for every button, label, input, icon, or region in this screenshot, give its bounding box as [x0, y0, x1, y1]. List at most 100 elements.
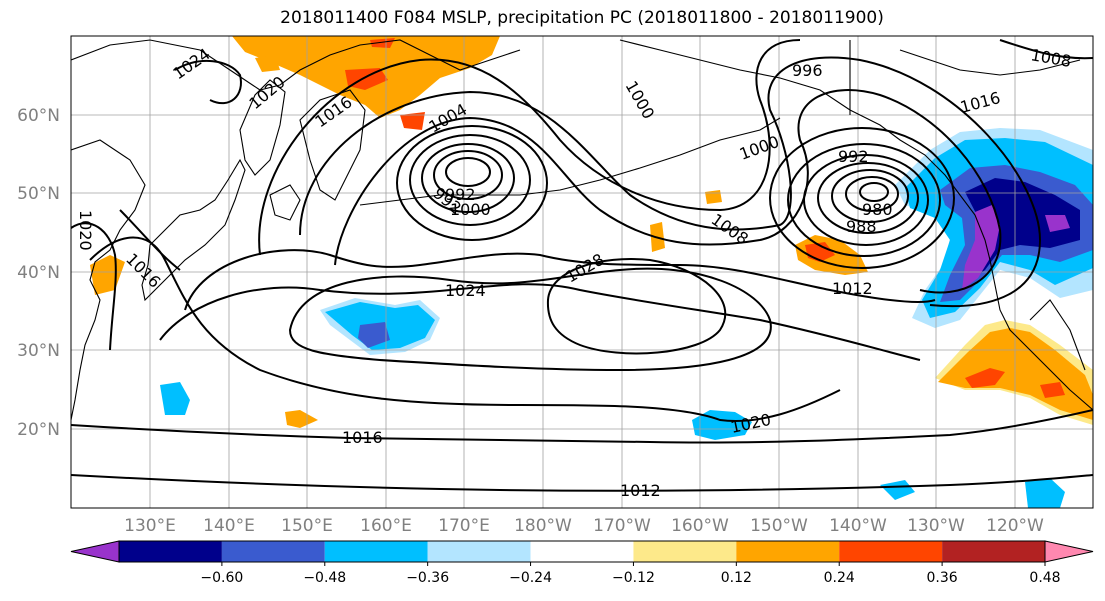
lon-label-170w: 170°W	[593, 516, 651, 536]
coastline-asia	[71, 139, 146, 421]
isobar-low-west-3	[421, 143, 515, 213]
isobar-1016-inner	[159, 283, 921, 361]
isobar-1012-south	[71, 474, 1093, 492]
precip-negative-central-mid	[358, 322, 390, 348]
coastline-siberia	[71, 39, 521, 91]
lat-label-50n: 50°N	[17, 184, 60, 204]
colorbar-swatch	[839, 541, 943, 562]
colorbar-tick-label: 0.12	[721, 570, 752, 586]
coastline-canada	[849, 40, 1081, 115]
colorbar-swatch	[942, 541, 1045, 562]
colorbar-tick-label: 0.24	[824, 570, 855, 586]
lon-label-180w: 180°W	[514, 516, 572, 536]
isobar-low-east-4	[817, 162, 919, 234]
colorbar-swatch	[119, 541, 222, 562]
lon-label-150e: 150°E	[281, 516, 333, 536]
precip-strong-subtropical-2	[1040, 382, 1065, 398]
isobar-1000	[258, 39, 801, 256]
lat-label-30n: 30°N	[17, 341, 60, 361]
lon-label-120w: 120°W	[986, 516, 1044, 536]
precip-strong-bering-2	[370, 38, 395, 48]
isobar-label-996: 996	[792, 61, 823, 80]
precip-positive-siberia	[255, 55, 280, 72]
precip-negative-hawaii	[692, 410, 752, 440]
coastline-baja	[1029, 299, 1086, 371]
colorbar-swatch	[427, 541, 531, 562]
lon-label-130w: 130°W	[907, 516, 965, 536]
colorbar-tick-label: −0.60	[200, 570, 243, 586]
coastline-japan	[141, 158, 246, 302]
colorbar-tick-label: 0.36	[927, 570, 958, 586]
colorbar-swatch	[530, 541, 634, 562]
lon-label-160w: 160°W	[671, 516, 729, 536]
colorbar-tick-label: −0.36	[406, 570, 449, 586]
isobars	[71, 39, 1093, 492]
isobar-label-1000-west: 1000	[450, 200, 491, 219]
isobar-low-east-3	[831, 169, 909, 223]
isobar-1024-north	[174, 59, 242, 105]
colorbar-extension-min	[70, 540, 120, 563]
isobar-low-east-2	[845, 176, 899, 212]
longitude-labels: 130°E 140°E 150°E 160°E 170°E 180°W 170°…	[124, 516, 1044, 536]
isobar-label-992-east: 992	[838, 147, 869, 166]
isobar-low-west-1	[445, 157, 491, 187]
isobar-label-980: 980	[862, 200, 893, 219]
isobar-label-992-west: 992	[445, 185, 476, 204]
graticule	[71, 36, 1093, 508]
colorbar-tick-label: −0.48	[303, 570, 346, 586]
precip-negative-westcoast-max	[962, 205, 1000, 290]
isobar-label-988: 988	[846, 217, 877, 236]
colorbar-swatch	[221, 541, 325, 562]
isobar-1008	[334, 89, 1002, 294]
colorbar-tick-label: 0.48	[1029, 570, 1060, 586]
colorbar-extension-max	[1044, 540, 1094, 563]
isobar-low-east-6	[787, 143, 941, 257]
lat-label-20n: 20°N	[17, 420, 60, 440]
isobar-low-west-2	[433, 150, 503, 200]
lon-label-160e: 160°E	[360, 516, 412, 536]
isobar-low-west-5	[396, 125, 548, 241]
lon-label-130e: 130°E	[124, 516, 176, 536]
precip-positive-small-2	[705, 190, 722, 204]
colorbar-outline	[118, 540, 1046, 563]
precip-strong-subtropical	[965, 368, 1005, 388]
latitude-labels: 60°N 50°N 40°N 30°N 20°N	[17, 106, 60, 440]
isobar-low-east-1	[859, 182, 889, 202]
isobar-1020	[89, 236, 841, 422]
colorbar-tick-label: −0.24	[509, 570, 552, 586]
lon-label-150w: 150°W	[750, 516, 808, 536]
precip-strong-bering-3	[400, 112, 425, 130]
lon-label-170e: 170°E	[438, 516, 490, 536]
precip-strong-bering	[345, 68, 388, 90]
isobar-1028	[546, 258, 727, 355]
coastline-hokkaido	[269, 184, 301, 221]
lon-label-140w: 140°W	[829, 516, 887, 536]
isobar-1008-ne	[999, 39, 1093, 60]
isobar-1016-west	[119, 209, 181, 271]
lon-label-140e: 140°E	[203, 516, 255, 536]
isobar-label-1020-west: 1020	[76, 210, 95, 251]
isobar-low-east-7	[769, 127, 955, 269]
map-frame	[70, 35, 1094, 509]
map-title: 2018011400 F084 MSLP, precipitation PC (…	[280, 8, 884, 28]
lat-label-40n: 40°N	[17, 263, 60, 283]
isobar-low-west-4	[409, 134, 531, 226]
precip-negative-se	[1025, 478, 1065, 508]
colorbar-swatch	[633, 541, 737, 562]
precip-negative-westcoast-max-2	[1045, 215, 1070, 232]
precip-positive-subtropical	[938, 328, 1093, 420]
isobar-1016	[71, 409, 1093, 444]
isobar-1024	[288, 267, 772, 372]
coastline-kamchatka	[299, 89, 366, 201]
colorbar-tick-label: −0.12	[612, 570, 655, 586]
colorbar: −0.60 −0.48 −0.36 −0.24 −0.12 0.12 0.24 0.36 0.4…	[70, 540, 1094, 586]
isobar-1012	[184, 249, 936, 311]
precip-negative-small	[880, 480, 915, 500]
coastline-aleutians	[359, 117, 781, 206]
isobar-label-1012-south: 1012	[620, 481, 661, 500]
colorbar-swatch	[324, 541, 428, 562]
isobar-label-1024: 1024	[445, 281, 486, 300]
isobar-1004	[299, 56, 1042, 308]
precip-positive-tropical	[285, 410, 318, 428]
